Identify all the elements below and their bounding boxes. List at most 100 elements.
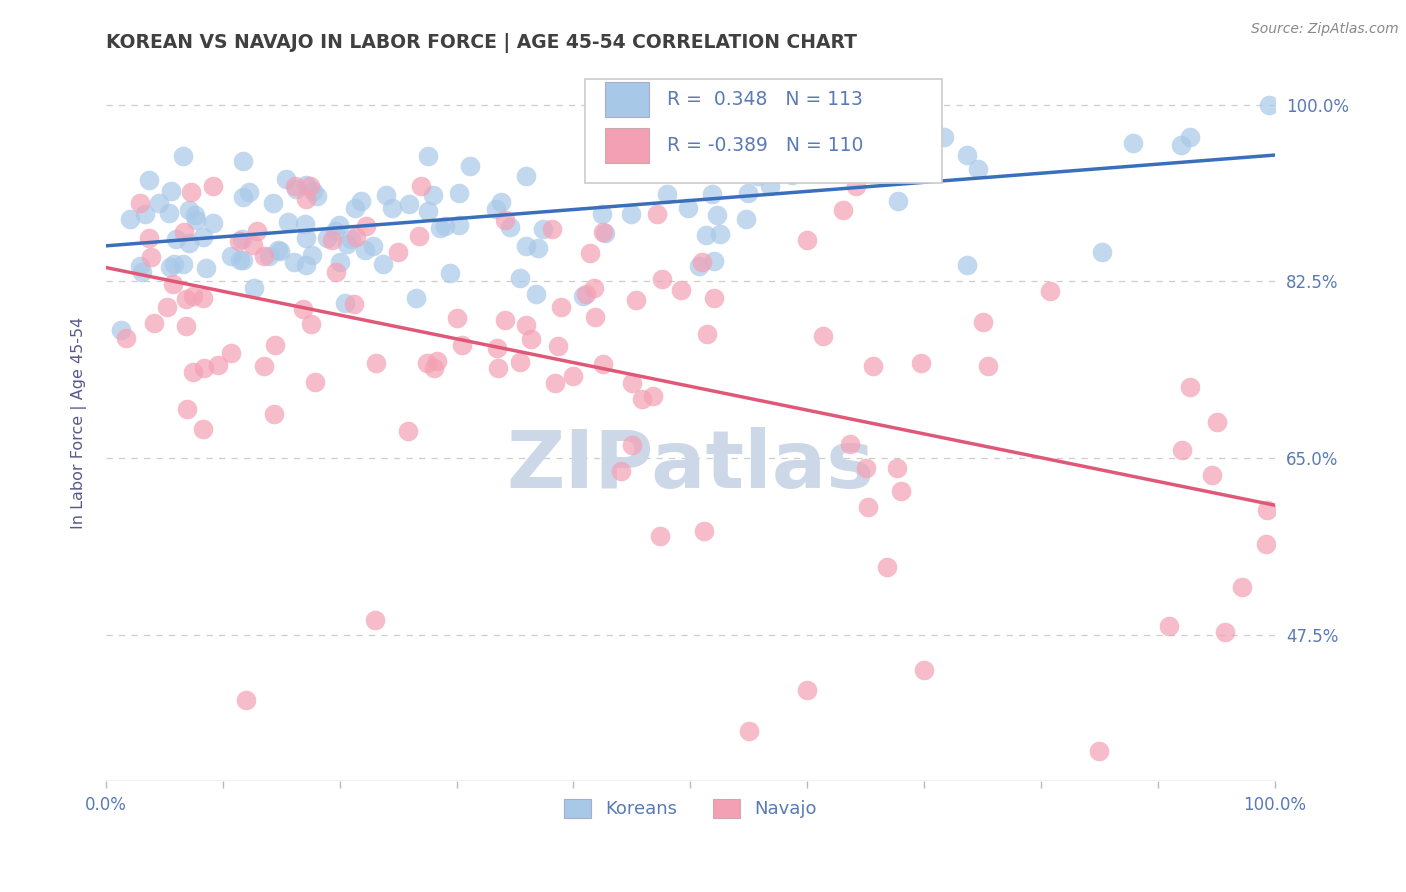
- Point: [627, 136, 650, 150]
- Point: [340, 232, 363, 246]
- Point: [624, 293, 647, 307]
- Point: [269, 244, 291, 258]
- Point: [1122, 136, 1144, 150]
- Point: [862, 359, 884, 373]
- Point: [131, 265, 153, 279]
- Point: [643, 389, 665, 403]
- Point: [575, 286, 598, 301]
- Point: [366, 356, 388, 370]
- Point: [179, 202, 201, 217]
- Point: [174, 292, 197, 306]
- Point: [780, 169, 803, 183]
- Point: [458, 159, 481, 173]
- Point: [1157, 619, 1180, 633]
- Text: KOREAN VS NAVAJO IN LABOR FORCE | AGE 45-54 CORRELATION CHART: KOREAN VS NAVAJO IN LABOR FORCE | AGE 45…: [105, 33, 858, 53]
- Point: [242, 237, 264, 252]
- Point: [695, 228, 717, 243]
- Point: [142, 316, 165, 330]
- Point: [301, 248, 323, 262]
- Point: [1170, 442, 1192, 457]
- Point: [735, 211, 758, 226]
- Y-axis label: In Labor Force | Age 45-54: In Labor Force | Age 45-54: [72, 317, 87, 529]
- Point: [219, 249, 242, 263]
- Point: [173, 225, 195, 239]
- Point: [165, 231, 187, 245]
- Point: [1230, 580, 1253, 594]
- Point: [932, 129, 955, 144]
- Point: [582, 281, 605, 295]
- Point: [295, 258, 318, 272]
- Point: [316, 231, 339, 245]
- Point: [541, 222, 564, 236]
- Point: [620, 438, 643, 452]
- Point: [276, 172, 298, 186]
- Point: [156, 300, 179, 314]
- Point: [706, 208, 728, 222]
- Point: [138, 173, 160, 187]
- Point: [524, 287, 547, 301]
- Point: [422, 361, 444, 376]
- Point: [447, 218, 470, 232]
- Point: [264, 338, 287, 352]
- Point: [832, 163, 855, 178]
- Point: [183, 365, 205, 379]
- Point: [912, 161, 935, 175]
- Point: [956, 147, 979, 161]
- Point: [910, 356, 932, 370]
- Point: [709, 227, 731, 242]
- Point: [494, 313, 516, 327]
- Point: [329, 255, 352, 269]
- Text: ZIPatlas: ZIPatlas: [506, 426, 875, 505]
- Point: [305, 188, 328, 202]
- Point: [328, 218, 350, 232]
- Point: [172, 257, 194, 271]
- Point: [422, 188, 444, 202]
- Point: [509, 355, 531, 369]
- Point: [354, 219, 377, 233]
- Point: [876, 559, 898, 574]
- Point: [398, 197, 420, 211]
- Point: [353, 243, 375, 257]
- Point: [446, 311, 468, 326]
- Point: [333, 296, 356, 310]
- Point: [1205, 416, 1227, 430]
- Point: [387, 245, 409, 260]
- Point: [1088, 744, 1111, 758]
- Point: [232, 190, 254, 204]
- Point: [527, 241, 550, 255]
- Point: [253, 359, 276, 373]
- Point: [433, 219, 456, 233]
- Bar: [605, 82, 650, 117]
- Point: [593, 227, 616, 241]
- Point: [1180, 129, 1202, 144]
- Point: [157, 206, 180, 220]
- Point: [201, 216, 224, 230]
- Point: [160, 184, 183, 198]
- Point: [796, 233, 818, 247]
- Point: [257, 249, 280, 263]
- Point: [323, 223, 346, 237]
- Point: [408, 229, 430, 244]
- Point: [855, 460, 877, 475]
- Point: [561, 369, 583, 384]
- Point: [648, 529, 671, 543]
- Point: [547, 339, 569, 353]
- Point: [172, 149, 194, 163]
- Point: [177, 236, 200, 251]
- Point: [688, 165, 710, 179]
- Point: [228, 234, 250, 248]
- Point: [416, 148, 439, 162]
- Point: [645, 207, 668, 221]
- Point: [235, 693, 257, 707]
- Point: [703, 254, 725, 268]
- Point: [494, 213, 516, 227]
- Point: [162, 277, 184, 291]
- Point: [550, 301, 572, 315]
- Point: [219, 346, 242, 360]
- Point: [294, 217, 316, 231]
- Point: [139, 250, 162, 264]
- Point: [696, 327, 718, 342]
- Point: [416, 356, 439, 370]
- Point: [966, 162, 988, 177]
- Point: [263, 408, 285, 422]
